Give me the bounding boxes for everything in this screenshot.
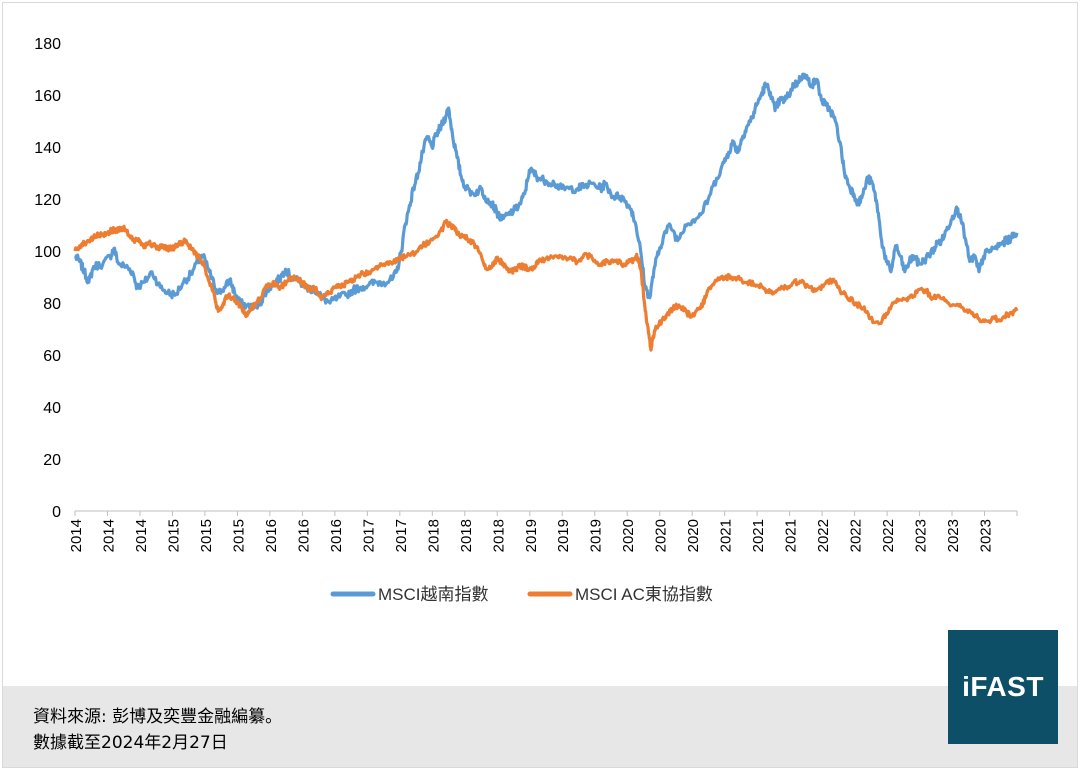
x-tick-label: 2016 bbox=[328, 519, 345, 552]
x-tick-label: 2016 bbox=[263, 519, 280, 552]
logo-text: iFAST bbox=[962, 671, 1044, 702]
y-tick-label: 60 bbox=[43, 348, 61, 365]
x-tick-label: 2020 bbox=[620, 519, 637, 552]
y-tick-label: 180 bbox=[34, 36, 61, 53]
x-tick-label: 2021 bbox=[750, 519, 767, 552]
x-tick-label: 2015 bbox=[230, 519, 247, 552]
y-tick-label: 40 bbox=[43, 400, 61, 417]
date-note: 數據截至2024年2月27日 bbox=[33, 733, 228, 753]
x-axis: 2014 2014 2014 2015 2015 2015 2016 2016 2016 2017… bbox=[68, 510, 1018, 552]
x-tick-label: 2014 bbox=[68, 519, 85, 552]
x-tick-label: 2018 bbox=[458, 519, 475, 552]
y-tick-label: 80 bbox=[43, 296, 61, 313]
x-tick-label: 2018 bbox=[425, 519, 442, 552]
x-tick-label: 2017 bbox=[360, 519, 377, 552]
legend: MSCI越南指數 MSCI AC東協指數 bbox=[330, 585, 713, 604]
x-tick-label: 2022 bbox=[815, 519, 832, 552]
x-tick-label: 2021 bbox=[718, 519, 735, 552]
x-tick-label: 2022 bbox=[880, 519, 897, 552]
x-tick-label: 2019 bbox=[523, 519, 540, 552]
series-line-vietnam bbox=[74, 72, 1019, 313]
y-tick-label: 20 bbox=[43, 452, 61, 469]
x-tick-label: 2015 bbox=[165, 519, 182, 552]
y-tick-label: 0 bbox=[52, 504, 61, 521]
x-tick-label: 2015 bbox=[198, 519, 215, 552]
x-tick-label: 2020 bbox=[653, 519, 670, 552]
x-tick-label: 2023 bbox=[913, 519, 930, 552]
legend-label-asean: MSCI AC東協指數 bbox=[575, 585, 713, 604]
x-tick-label: 2020 bbox=[685, 519, 702, 552]
x-tick-label: 2021 bbox=[783, 519, 800, 552]
series-layer bbox=[73, 72, 1019, 352]
y-tick-label: 160 bbox=[34, 88, 61, 105]
y-tick-label: 140 bbox=[34, 140, 61, 157]
x-tick-label: 2014 bbox=[133, 519, 150, 552]
y-tick-label: 120 bbox=[34, 192, 61, 209]
x-tick-label: 2019 bbox=[555, 519, 572, 552]
ifast-logo: iFAST bbox=[948, 630, 1058, 744]
x-tick-label: 2014 bbox=[100, 519, 117, 552]
legend-label-vietnam: MSCI越南指數 bbox=[378, 585, 489, 604]
y-tick-label: 100 bbox=[34, 244, 61, 261]
series-line-asean bbox=[73, 218, 1019, 352]
x-tick-label: 2016 bbox=[295, 519, 312, 552]
x-tick-label: 2017 bbox=[393, 519, 410, 552]
source-note: 資料來源: 彭博及奕豐金融編纂。 bbox=[33, 707, 283, 727]
x-tick-label: 2022 bbox=[848, 519, 865, 552]
x-tick-label: 2023 bbox=[945, 519, 962, 552]
x-tick-label: 2019 bbox=[588, 519, 605, 552]
footer: 資料來源: 彭博及奕豐金融編纂。 數據截至2024年2月27日 bbox=[3, 686, 1077, 767]
y-axis: 0 20 40 60 80 100 120 140 160 180 bbox=[34, 36, 61, 521]
x-tick-label: 2018 bbox=[490, 519, 507, 552]
x-tick-label: 2023 bbox=[978, 519, 995, 552]
